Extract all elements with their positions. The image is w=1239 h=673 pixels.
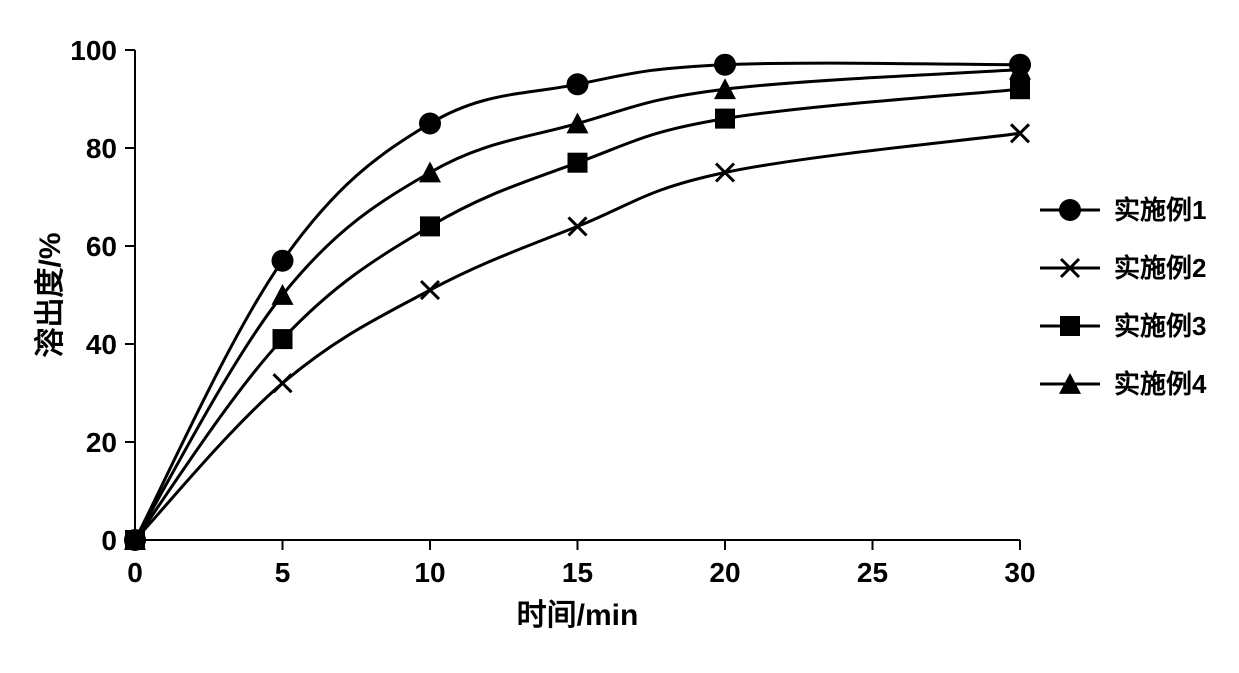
marker-triangle (419, 162, 441, 183)
marker-circle (567, 73, 589, 95)
legend-label: 实施例1 (1114, 195, 1206, 225)
marker-square (420, 216, 440, 236)
chart-container: 0 5 10 15 20 25 30 0 20 40 60 80 100 时间/min 溶出度/% 实施例1 实… (20, 20, 1239, 653)
x-tick-label: 30 (1004, 557, 1035, 588)
legend-label: 实施例2 (1114, 253, 1206, 283)
series-line (135, 63, 1020, 540)
marker-x (569, 217, 587, 235)
marker-square (1010, 79, 1030, 99)
x-tick-label: 15 (562, 557, 593, 588)
marker-square (715, 109, 735, 129)
marker-circle (714, 54, 736, 76)
series-line (135, 133, 1020, 540)
legend-item: 实施例2 (1040, 253, 1206, 283)
x-tick-label: 25 (857, 557, 888, 588)
marker-triangle (567, 113, 589, 134)
marker-x (274, 374, 292, 392)
x-tick-label: 10 (414, 557, 445, 588)
series-line (135, 70, 1020, 540)
marker-circle (272, 250, 294, 272)
y-axis-title: 溶出度/% (33, 232, 67, 357)
y-tick-label: 0 (101, 525, 117, 556)
marker-circle (1059, 199, 1081, 221)
legend-item: 实施例4 (1040, 369, 1207, 399)
marker-square (273, 329, 293, 349)
y-tick-label: 100 (70, 35, 117, 66)
series-实施例2 (126, 124, 1029, 549)
marker-square (1060, 316, 1080, 336)
x-axis-title: 时间/min (517, 599, 639, 632)
y-tick-label: 80 (86, 133, 117, 164)
series-实施例4 (124, 59, 1031, 550)
marker-circle (419, 113, 441, 135)
series-实施例3 (125, 79, 1030, 550)
x-tick-label: 20 (709, 557, 740, 588)
dissolution-chart: 0 5 10 15 20 25 30 0 20 40 60 80 100 时间/min 溶出度/% 实施例1 实… (20, 20, 1239, 653)
legend-item: 实施例3 (1040, 311, 1206, 341)
marker-square (568, 153, 588, 173)
legend-item: 实施例1 (1040, 195, 1206, 225)
y-tick-label: 60 (86, 231, 117, 262)
legend-label: 实施例4 (1114, 369, 1207, 399)
y-tick-label: 20 (86, 427, 117, 458)
y-tick-label: 40 (86, 329, 117, 360)
marker-x (421, 281, 439, 299)
x-tick-label: 0 (127, 557, 143, 588)
x-tick-label: 5 (275, 557, 291, 588)
legend-label: 实施例3 (1114, 311, 1206, 341)
